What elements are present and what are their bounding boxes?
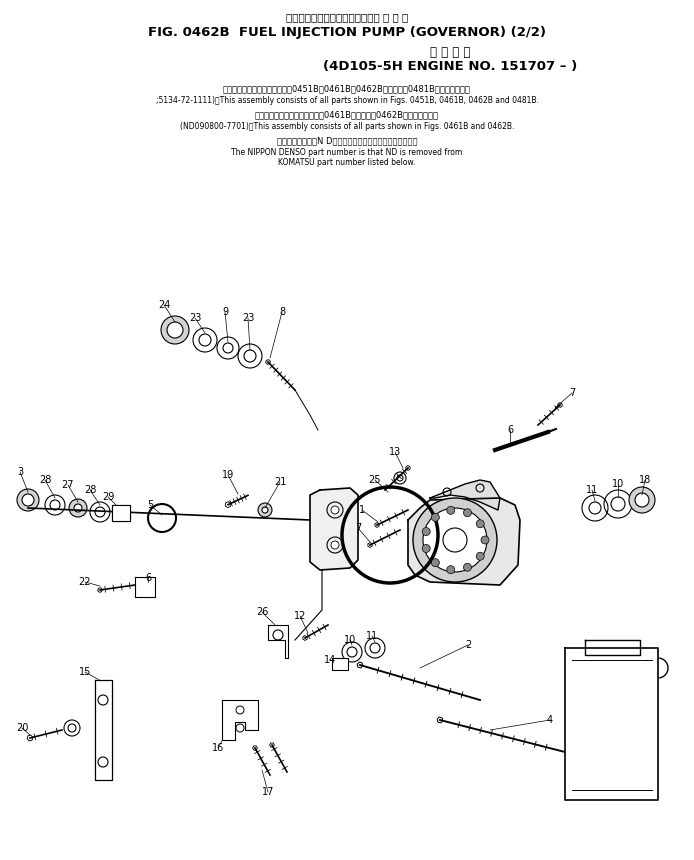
Circle shape bbox=[432, 559, 439, 567]
Polygon shape bbox=[303, 636, 307, 641]
Circle shape bbox=[22, 494, 34, 506]
Text: 27: 27 bbox=[62, 480, 74, 490]
Bar bbox=[112, 505, 130, 521]
Text: 28: 28 bbox=[84, 485, 96, 495]
Circle shape bbox=[443, 528, 467, 552]
Circle shape bbox=[17, 489, 39, 511]
Text: 4: 4 bbox=[547, 715, 553, 725]
Text: フェエルインジェクションポンプ ガ バ ナ: フェエルインジェクションポンプ ガ バ ナ bbox=[286, 12, 408, 22]
Text: 25: 25 bbox=[369, 475, 381, 485]
Circle shape bbox=[161, 316, 189, 344]
Text: 品番のメーカ記号N Dを除いたものが日本電装の品番です。: 品番のメーカ記号N Dを除いたものが日本電装の品番です。 bbox=[277, 136, 417, 145]
Text: The NIPPON DENSO part number is that ND is removed from: The NIPPON DENSO part number is that ND … bbox=[231, 148, 463, 157]
Text: ;5134-72-1111)：This assembly consists of all parts shown in Figs. 0451B, 0461B, : ;5134-72-1111)：This assembly consists of… bbox=[155, 96, 539, 105]
Text: (ND090800-7701)：This assembly consists of all parts shown in Figs. 0461B and 046: (ND090800-7701)：This assembly consists o… bbox=[180, 122, 514, 131]
Text: 17: 17 bbox=[262, 787, 274, 797]
Circle shape bbox=[331, 506, 339, 514]
Polygon shape bbox=[437, 717, 443, 723]
Text: (4D105-5H ENGINE NO. 151707 – ): (4D105-5H ENGINE NO. 151707 – ) bbox=[323, 60, 577, 73]
Circle shape bbox=[167, 322, 183, 338]
Polygon shape bbox=[95, 680, 112, 780]
Circle shape bbox=[69, 499, 87, 517]
Polygon shape bbox=[375, 523, 379, 527]
Circle shape bbox=[447, 507, 455, 514]
Polygon shape bbox=[98, 587, 103, 593]
Text: 2: 2 bbox=[465, 640, 471, 650]
Circle shape bbox=[476, 552, 484, 560]
Text: 適 用 号 機: 適 用 号 機 bbox=[430, 46, 471, 59]
Text: このアセンブリの構成部品は第0461B図および第0462B図を含みます。: このアセンブリの構成部品は第0461B図および第0462B図を含みます。 bbox=[255, 110, 439, 119]
Polygon shape bbox=[253, 746, 257, 750]
Text: 16: 16 bbox=[212, 743, 224, 753]
Text: 6: 6 bbox=[507, 425, 513, 435]
Circle shape bbox=[422, 544, 430, 552]
Polygon shape bbox=[585, 640, 640, 655]
Circle shape bbox=[413, 498, 497, 582]
Circle shape bbox=[481, 536, 489, 544]
Bar bbox=[332, 658, 348, 670]
Polygon shape bbox=[27, 735, 33, 740]
Text: 22: 22 bbox=[78, 577, 91, 587]
Polygon shape bbox=[406, 465, 410, 470]
Circle shape bbox=[476, 519, 484, 528]
Text: 23: 23 bbox=[189, 313, 201, 323]
Circle shape bbox=[635, 493, 649, 507]
Text: 28: 28 bbox=[39, 475, 51, 485]
Polygon shape bbox=[357, 662, 363, 668]
Circle shape bbox=[447, 566, 455, 574]
Polygon shape bbox=[408, 498, 520, 585]
Circle shape bbox=[258, 503, 272, 517]
Polygon shape bbox=[222, 700, 258, 740]
Text: 29: 29 bbox=[102, 492, 115, 502]
Text: 14: 14 bbox=[324, 655, 336, 665]
Text: このアセンブリの構成部品は第0451B、0461B、0462B図および第0481B図を含みます。: このアセンブリの構成部品は第0451B、0461B、0462B図および第0481… bbox=[223, 84, 471, 93]
Circle shape bbox=[464, 563, 471, 571]
Text: 15: 15 bbox=[79, 667, 91, 677]
Polygon shape bbox=[266, 359, 271, 365]
Polygon shape bbox=[368, 543, 372, 548]
Text: FIG. 0462B  FUEL INJECTION PUMP (GOVERNOR) (2/2): FIG. 0462B FUEL INJECTION PUMP (GOVERNOR… bbox=[148, 26, 546, 39]
Text: 10: 10 bbox=[612, 479, 624, 489]
Circle shape bbox=[262, 507, 268, 513]
Text: 24: 24 bbox=[158, 300, 170, 310]
Text: 10: 10 bbox=[344, 635, 356, 645]
Text: 5: 5 bbox=[147, 500, 153, 510]
Polygon shape bbox=[310, 488, 358, 570]
Polygon shape bbox=[268, 625, 288, 658]
Circle shape bbox=[629, 487, 655, 513]
Text: 23: 23 bbox=[242, 313, 254, 323]
Text: 3: 3 bbox=[17, 467, 23, 477]
Text: 12: 12 bbox=[294, 611, 306, 621]
Circle shape bbox=[74, 504, 82, 512]
Polygon shape bbox=[565, 648, 658, 800]
Polygon shape bbox=[558, 402, 562, 408]
Text: 21: 21 bbox=[274, 477, 286, 487]
Text: 19: 19 bbox=[222, 470, 234, 480]
Circle shape bbox=[423, 508, 487, 572]
Circle shape bbox=[422, 527, 430, 536]
Text: 7: 7 bbox=[355, 523, 361, 533]
Polygon shape bbox=[226, 501, 230, 507]
Circle shape bbox=[432, 513, 439, 521]
Polygon shape bbox=[430, 480, 500, 510]
Text: 9: 9 bbox=[222, 307, 228, 317]
Text: 11: 11 bbox=[586, 485, 598, 495]
Text: 7: 7 bbox=[569, 388, 575, 398]
Text: 11: 11 bbox=[366, 631, 378, 641]
Text: KOMATSU part number listed below.: KOMATSU part number listed below. bbox=[278, 158, 416, 167]
Polygon shape bbox=[269, 743, 274, 747]
Circle shape bbox=[331, 541, 339, 549]
Text: 18: 18 bbox=[639, 475, 651, 485]
Text: 1: 1 bbox=[359, 505, 365, 515]
Circle shape bbox=[464, 509, 471, 517]
Text: 8: 8 bbox=[279, 307, 285, 317]
Text: 6: 6 bbox=[145, 573, 151, 583]
Text: 20: 20 bbox=[16, 723, 28, 733]
Text: 13: 13 bbox=[389, 447, 401, 457]
Text: 26: 26 bbox=[256, 607, 268, 617]
